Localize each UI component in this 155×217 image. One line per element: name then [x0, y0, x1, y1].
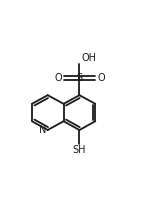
Text: O: O: [54, 73, 62, 83]
Text: O: O: [97, 73, 105, 83]
Text: OH: OH: [81, 53, 96, 63]
Text: S: S: [76, 73, 82, 83]
Text: SH: SH: [73, 145, 86, 155]
Text: N: N: [39, 125, 46, 135]
